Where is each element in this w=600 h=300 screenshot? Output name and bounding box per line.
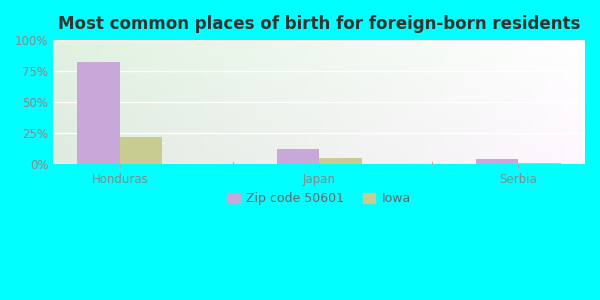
Title: Most common places of birth for foreign-born residents: Most common places of birth for foreign-… bbox=[58, 15, 580, 33]
Bar bbox=[518, 163, 561, 164]
Bar bbox=[319, 158, 362, 164]
Bar bbox=[77, 62, 120, 164]
Bar bbox=[120, 137, 163, 164]
Legend: Zip code 50601, Iowa: Zip code 50601, Iowa bbox=[223, 187, 416, 210]
Bar bbox=[476, 159, 518, 164]
Bar bbox=[277, 149, 319, 164]
